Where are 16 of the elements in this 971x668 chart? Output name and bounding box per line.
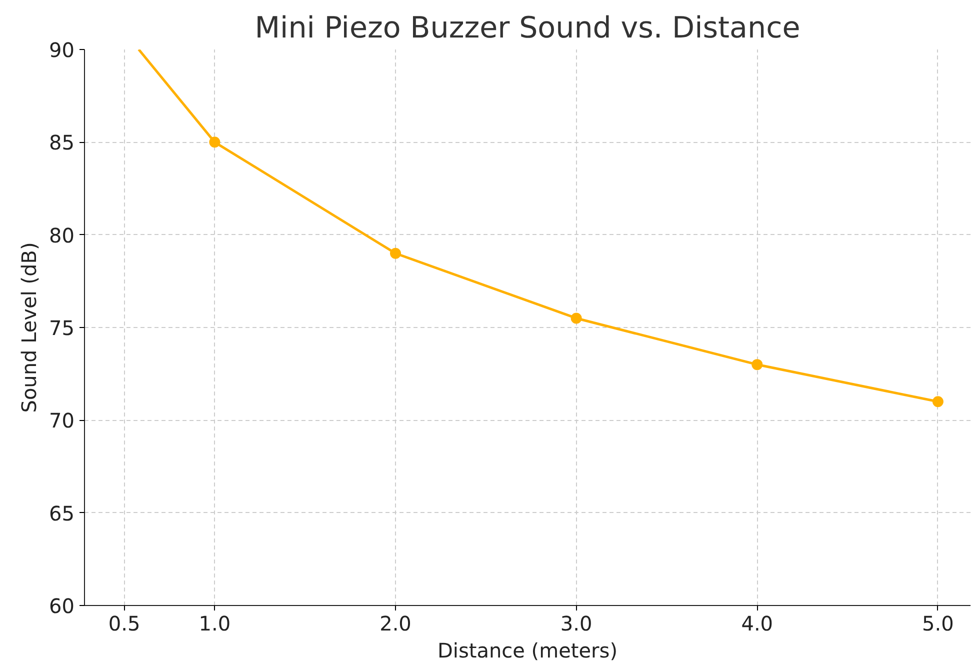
x-tick-label: 3.0 [560, 612, 592, 636]
x-axis-title: Distance (meters) [438, 638, 618, 662]
x-tick-label: 2.0 [380, 612, 412, 636]
y-tick-label: 60 [49, 594, 75, 618]
y-axis-title: Sound Level (dB) [17, 242, 42, 413]
y-tick-label: 70 [49, 408, 75, 433]
y-tick-label: 85 [49, 130, 75, 155]
y-tick-label: 65 [49, 501, 75, 526]
chart-title: Mini Piezo Buzzer Sound vs. Distance [254, 10, 800, 44]
y-tick-label: 80 [49, 223, 75, 248]
x-tick-label: 4.0 [741, 612, 774, 636]
y-tick-label: 90 [49, 38, 75, 62]
x-tick-label: 5.0 [922, 612, 954, 636]
y-tick-label: 75 [49, 316, 75, 340]
x-tick-label: 1.0 [198, 612, 231, 636]
x-tick-label: 0.5 [108, 612, 140, 636]
